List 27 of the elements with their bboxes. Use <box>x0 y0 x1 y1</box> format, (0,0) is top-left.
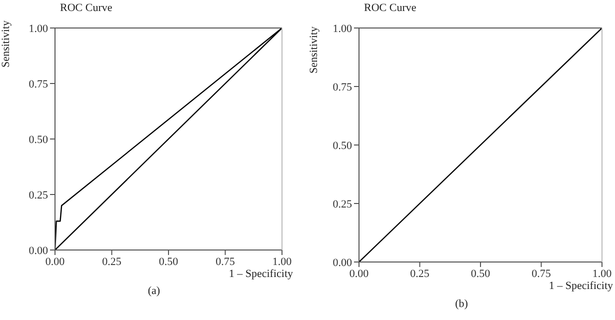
x-axis-title: 1 – Specificity <box>228 268 293 280</box>
x-tick-label: 1.00 <box>272 256 292 268</box>
x-tick-label: 0.50 <box>158 256 179 268</box>
y-tick-label: 0.75 <box>28 78 48 90</box>
y-tick-label: 0.75 <box>332 81 352 94</box>
y-axis-title: Sensitivity <box>308 26 320 74</box>
text: (a) <box>146 285 162 297</box>
y-tick-label: 1.00 <box>332 22 352 35</box>
y-tick-label: 0.00 <box>28 244 48 257</box>
x-tick-label: 0.00 <box>45 256 66 268</box>
y-tick-label: 1.00 <box>28 22 48 35</box>
x-tick-label: 0.50 <box>470 268 491 280</box>
y-tick-label: 0.25 <box>332 198 352 210</box>
y-tick-label: 0.50 <box>332 140 352 152</box>
text: (b) <box>454 298 469 310</box>
x-tick-label: 1.00 <box>592 268 612 280</box>
x-tick-label: 0.75 <box>532 268 552 280</box>
x-tick-label: 0.75 <box>216 256 236 268</box>
x-tick-label: 0.25 <box>102 256 122 268</box>
x-tick-label: 0.00 <box>349 268 370 280</box>
y-tick-label: 0.25 <box>28 189 48 202</box>
x-tick-label: 0.25 <box>410 268 430 280</box>
chart-title: ROC Curve <box>60 2 112 14</box>
x-axis-title: 1 – Specificity <box>548 280 613 292</box>
y-tick-label: 0.50 <box>28 134 48 146</box>
y-axis-title: Sensitivity <box>0 20 12 68</box>
chart-title: ROC Curve <box>364 2 416 14</box>
